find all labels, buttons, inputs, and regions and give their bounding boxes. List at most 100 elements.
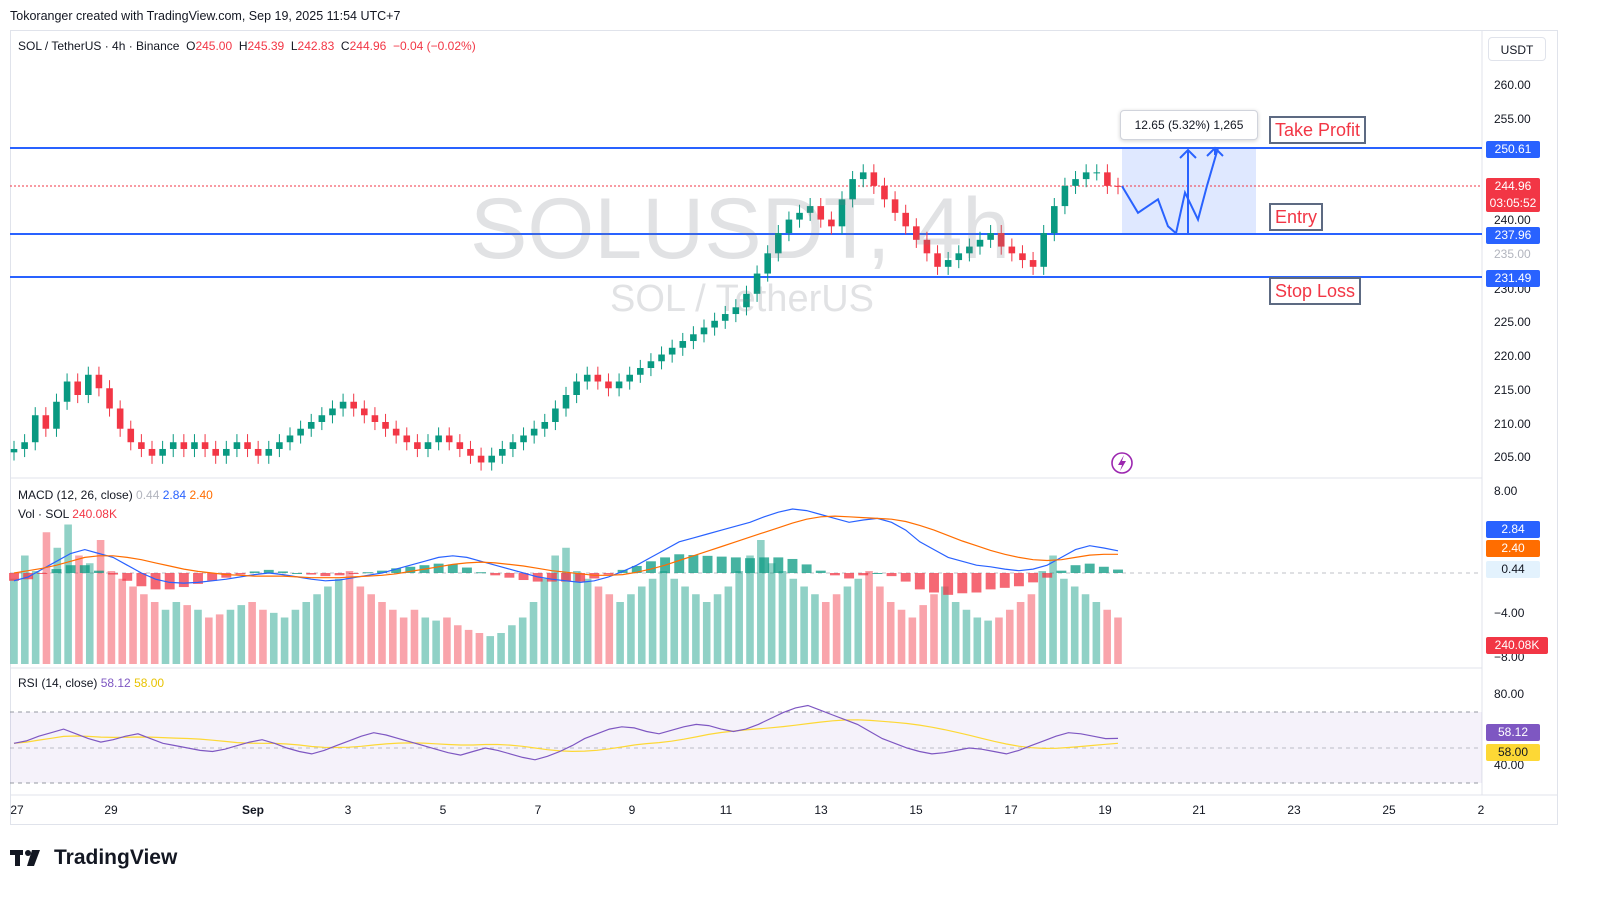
stop-loss-price-tag[interactable]: 231.49 [1486,270,1540,287]
rsi-value: 58.12 [100,676,131,690]
macd-histogram-bar [957,573,968,594]
rsi-line [13,704,1119,761]
volume-bar [1016,602,1025,664]
stop-loss-label[interactable]: Stop Loss [1269,277,1362,305]
candle-body [392,428,400,436]
candle-body [944,260,952,267]
candle-body [1008,246,1016,254]
candle-body [562,395,570,409]
open-label: O [186,39,196,53]
high-label: H [238,39,248,53]
currency-button[interactable]: USDT [1488,37,1546,61]
take-profit-price-tag[interactable]: 250.61 [1486,141,1540,158]
volume-bar [291,609,300,664]
volume-legend[interactable]: Vol · SOL 240.08K [18,507,117,521]
volume-bar [75,555,83,664]
volume-bar [951,602,960,664]
time-axis-label: 2 [1477,803,1485,817]
candle-body [191,442,198,449]
volume-bar [702,602,711,664]
candle-body [934,253,941,267]
candle-body [679,341,687,348]
macd-histogram-bar [518,573,529,581]
entry-price-tag[interactable]: 237.96 [1486,227,1540,244]
time-axis-label: 11 [719,803,733,817]
volume-bar [681,586,689,664]
macd-histogram-bar [872,573,883,574]
candlesticks[interactable] [10,164,1122,471]
symbol-title[interactable]: SOL / TetherUS · 4h · Binance [18,39,180,53]
volume-bar [21,555,29,664]
volume-label[interactable]: Vol · SOL [18,507,69,521]
volume-bar [962,609,971,664]
macd-histogram-bar [277,571,288,573]
volume-bar [616,602,624,664]
volume-bar [399,617,408,664]
symbol-legend[interactable]: SOL / TetherUS · 4h · Binance O245.00 H2… [18,39,476,53]
volume-bar [389,609,397,664]
candle-body [53,401,60,429]
candle-body [913,226,920,240]
histogram-value-tag: 0.44 [1486,561,1540,578]
macd-label[interactable]: MACD (12, 26, close) [18,488,133,502]
volume-bar [85,563,94,664]
macd-value: 2.84 [162,488,187,502]
candle-body [647,361,655,369]
tradingview-logo[interactable]: TradingView [10,846,177,870]
volume-bar [1103,609,1111,664]
volume-bar [269,612,278,664]
candle-body [488,455,495,463]
volume-bar [821,602,830,664]
macd-histogram-bar [235,573,246,575]
volume-bar [529,602,538,664]
rsi-label[interactable]: RSI (14, close) [18,676,98,690]
rsi-ma-value: 58.00 [134,676,165,690]
macd-legend[interactable]: MACD (12, 26, close) 0.44 2.84 2.40 [18,488,213,502]
macd-histogram-bar [745,558,755,573]
time-axis-label: 5 [439,803,447,817]
macd-histogram-bar [93,570,104,573]
macd-histogram-bar [405,566,416,573]
macd-histogram-bar [730,557,741,573]
time-axis-label: 15 [909,803,923,817]
candle-body [668,347,676,355]
macd-histogram-bar [1070,565,1081,573]
price-axis-label: 255.00 [1494,112,1531,126]
volume-bar [150,602,159,664]
candle-body [573,381,580,396]
macd-histogram [9,554,1123,595]
volume-bar [832,594,841,664]
last-price-tag[interactable]: 244.96 [1486,178,1540,195]
macd-histogram-bar [829,573,840,576]
macd-histogram-bar [929,573,939,593]
macd-histogram-bar [702,555,713,573]
candle-body [615,381,623,389]
macd-histogram-bar [207,573,218,581]
time-axis-label: 25 [1382,803,1396,817]
time-axis-label: 21 [1192,803,1206,817]
macd-histogram-bar [1028,573,1039,583]
macd-histogram-bar [164,573,175,590]
take-profit-label[interactable]: Take Profit [1269,116,1367,144]
candle-body [63,381,71,402]
price-axis-label: 210.00 [1494,417,1531,431]
rsi-value-tag: 58.12 [1486,724,1540,741]
countdown-tag: 03:05:52 [1486,195,1540,212]
volume-bar [10,578,18,664]
candle-body [286,435,294,443]
macd-histogram-bar [858,573,869,576]
macd-histogram-bar [108,573,119,575]
candle-body [42,415,50,429]
volume-bar [876,586,884,664]
time-axis-label: 23 [1287,803,1301,817]
rsi-legend[interactable]: RSI (14, close) 58.12 58.00 [18,676,164,690]
rsi-ma-line [13,719,1119,753]
volume-bar [53,547,62,664]
candle-body [1072,179,1079,186]
projection-path[interactable] [1121,147,1219,236]
volume-bar [443,617,451,664]
entry-label[interactable]: Entry [1269,203,1324,231]
volume-bar [713,594,722,664]
attribution-text: Tokoranger created with TradingView.com,… [10,9,401,23]
